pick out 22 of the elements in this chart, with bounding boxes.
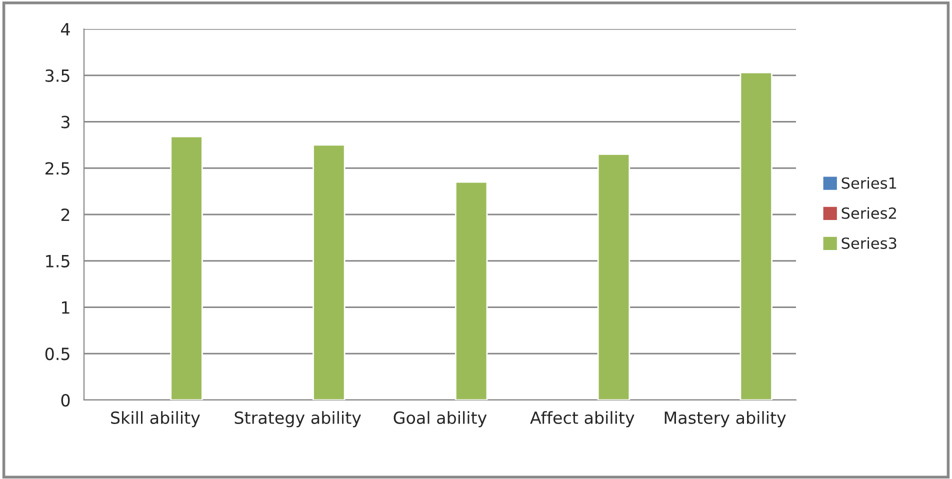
y-tick-label: 3.5	[46, 69, 70, 82]
x-tick-label: Goal ability	[394, 411, 487, 428]
legend-label: Series2	[842, 207, 896, 219]
x-tick-label: Strategy ability	[234, 411, 361, 428]
bar	[170, 136, 203, 400]
y-tick-label: 0.5	[45, 348, 70, 360]
x-tick-label: Skill ability	[111, 411, 200, 428]
y-tick-label: 1.5	[46, 255, 70, 268]
y-tick-label: 0	[61, 394, 70, 407]
y-tick-label: 1	[62, 301, 70, 314]
x-tick-label: Mastery ability	[664, 411, 786, 428]
x-tick-label: Affect ability	[530, 411, 634, 428]
legend-label: Series3	[842, 237, 896, 249]
bar	[312, 144, 346, 400]
bar	[597, 154, 630, 400]
y-tick-label: 2	[61, 208, 70, 221]
bar	[454, 181, 488, 400]
y-tick-label: 2.5	[46, 162, 70, 175]
legend-label: Series1	[842, 177, 896, 189]
y-tick-label: 3	[61, 116, 70, 128]
bar	[740, 72, 772, 400]
y-tick-label: 4	[61, 23, 70, 36]
